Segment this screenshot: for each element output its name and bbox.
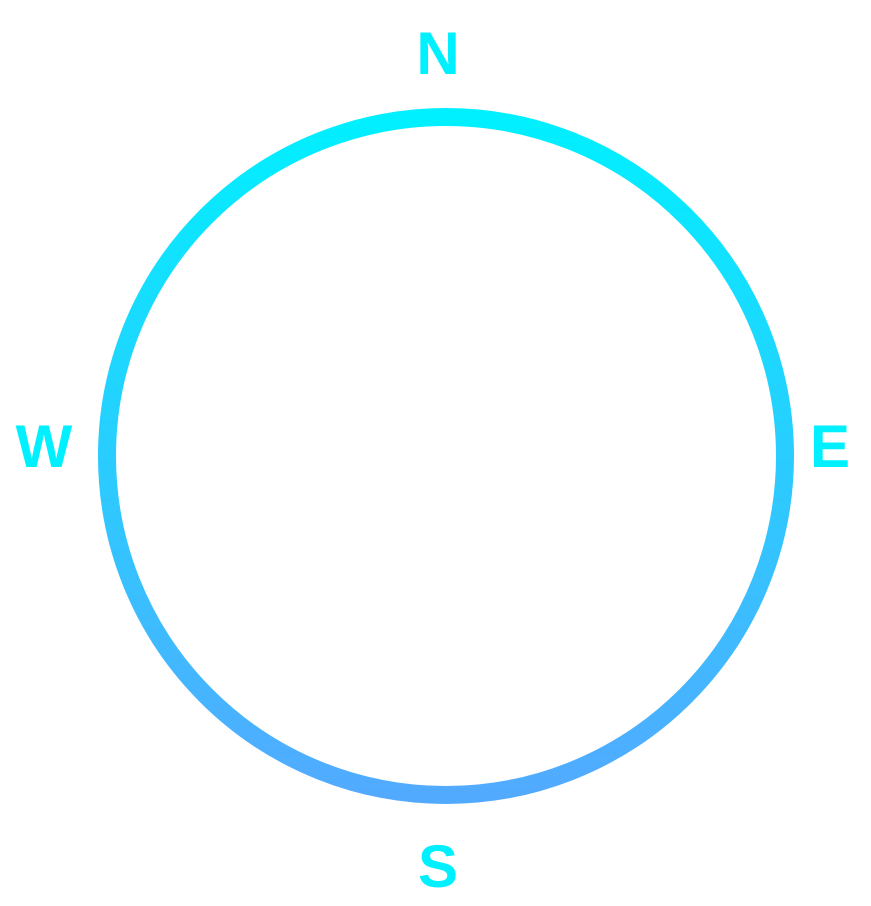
south-label: S [418,833,458,900]
compass-ring [98,108,794,804]
west-label: W [16,413,73,480]
east-label: E [810,413,850,480]
north-label: N [416,20,459,87]
